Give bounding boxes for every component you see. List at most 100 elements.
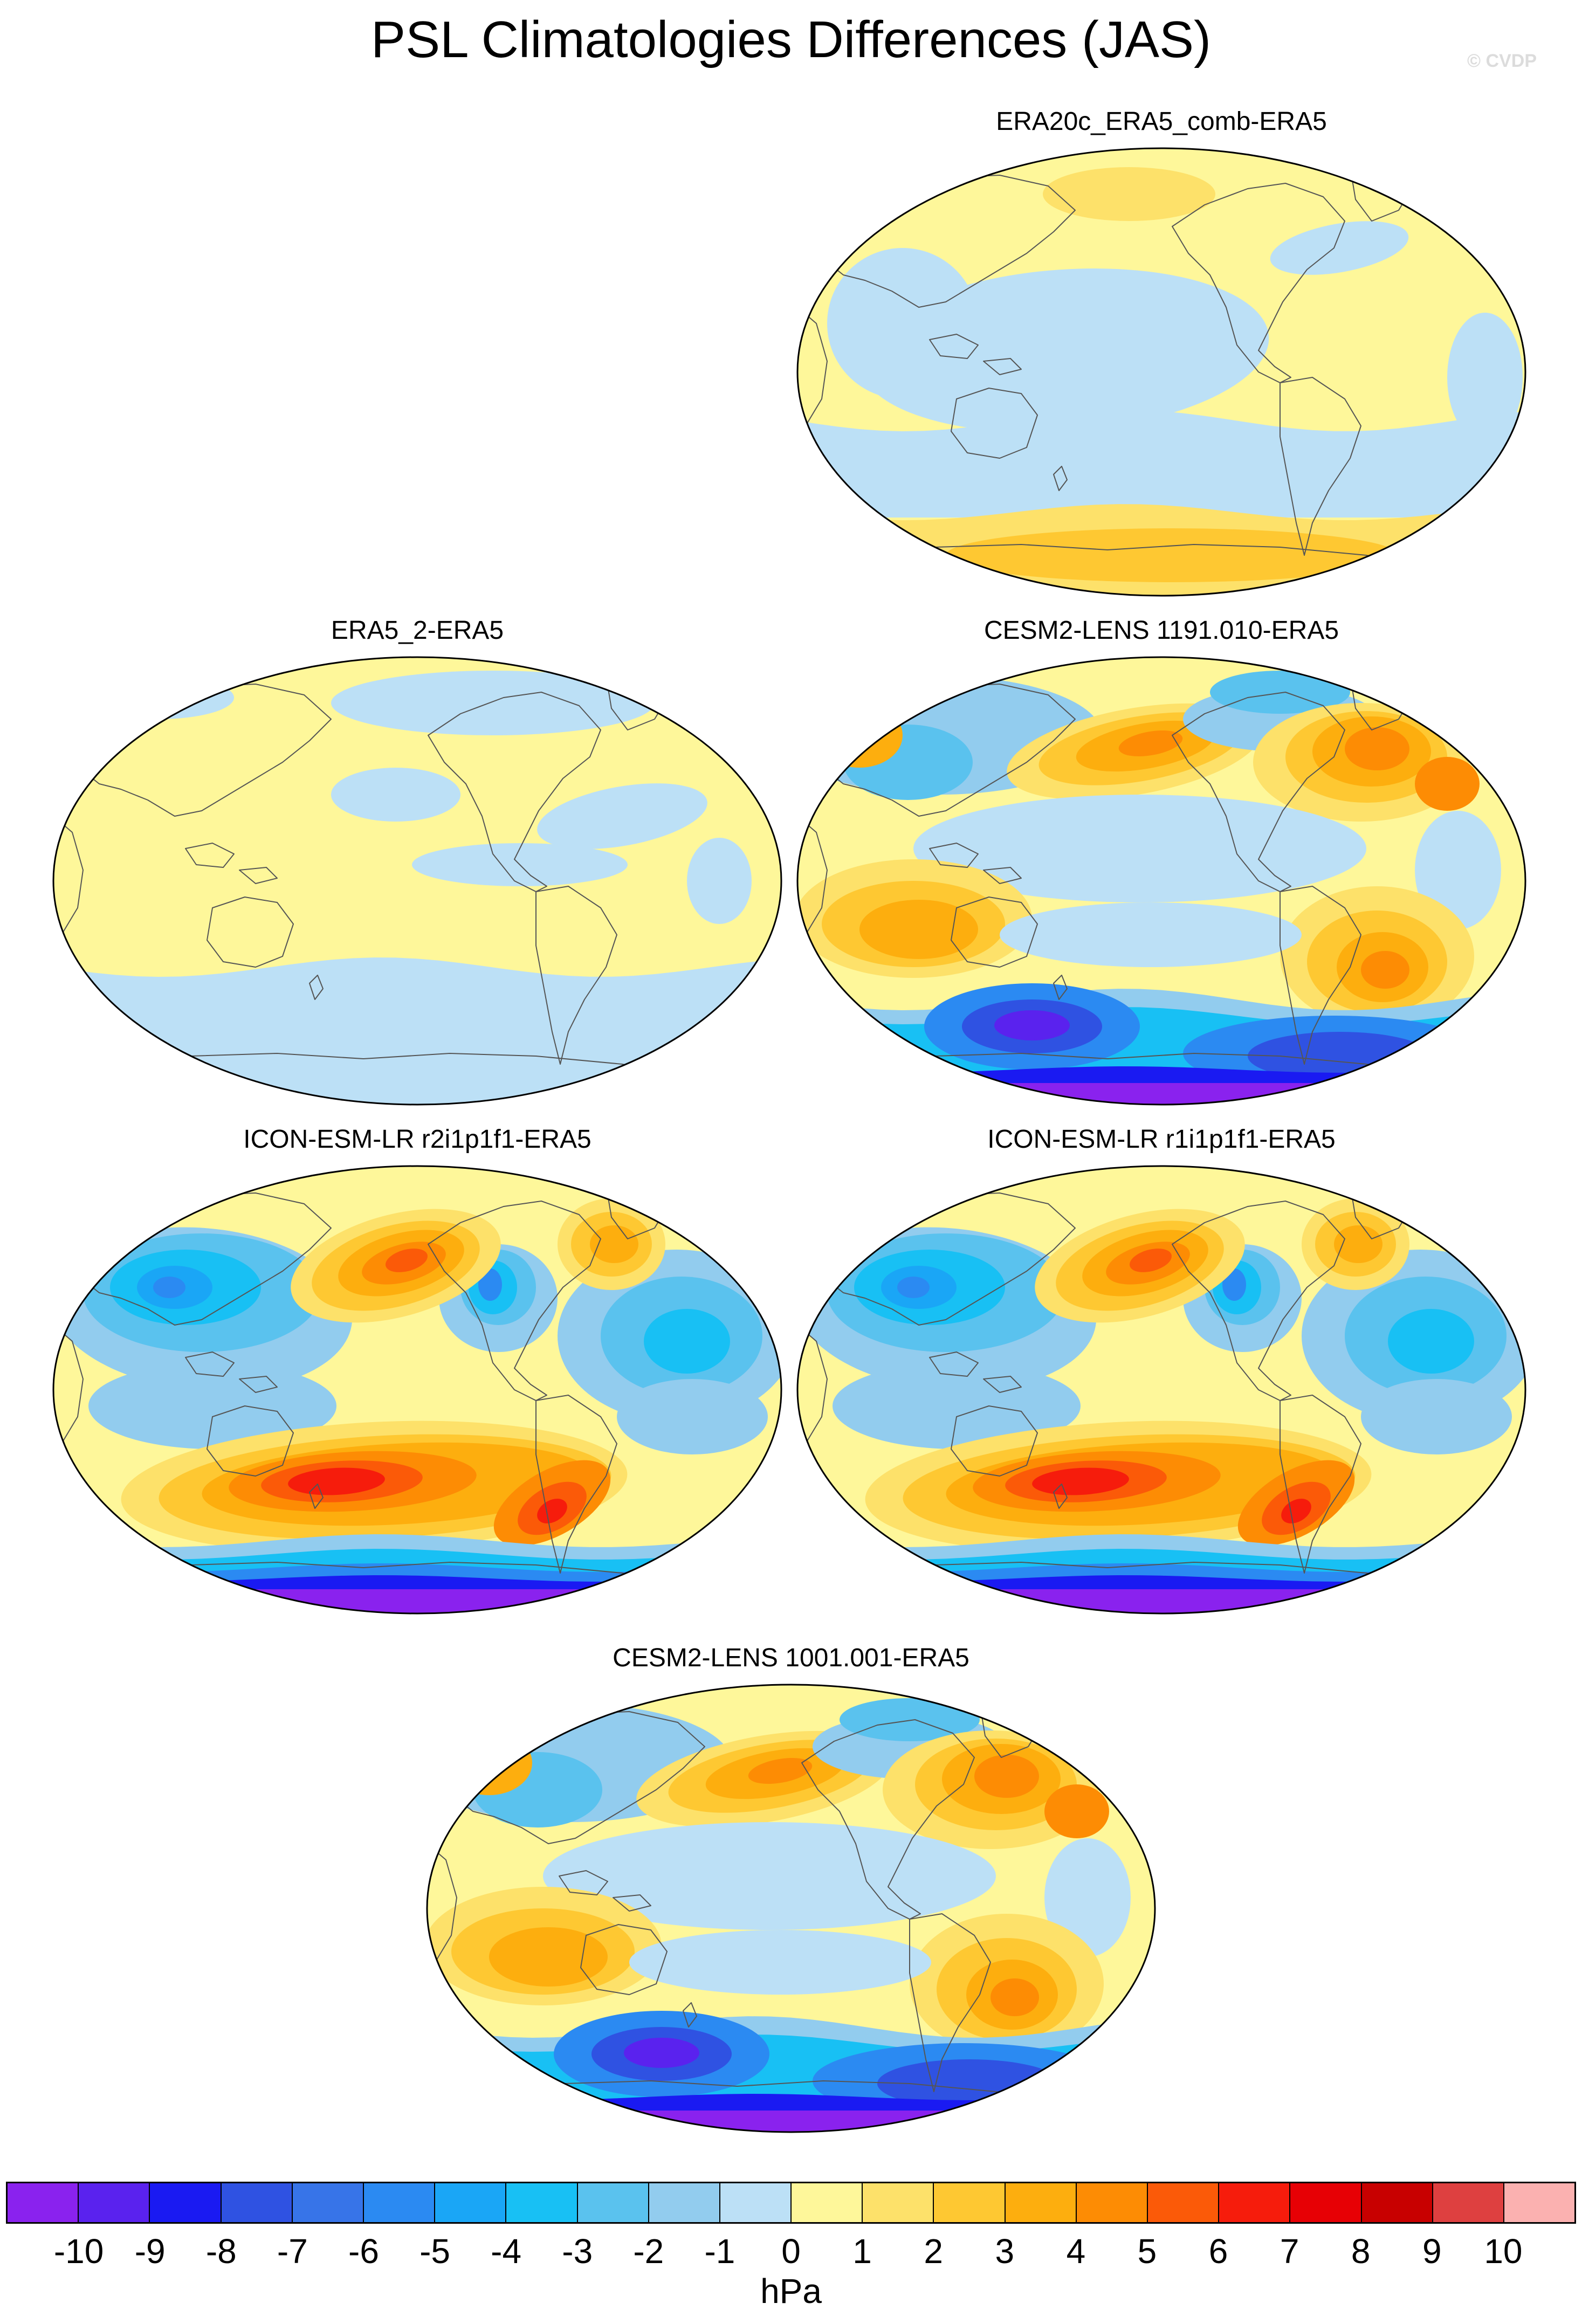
anomaly-contour [687, 838, 752, 924]
colorbar-tick-label: 2 [924, 2232, 943, 2271]
anomaly-field [797, 148, 1525, 596]
colorbar-tick-label: -4 [491, 2232, 522, 2271]
map-cesm-1001 [426, 1684, 1156, 2133]
colorbar-swatch [1433, 2183, 1504, 2222]
colorbar-swatch [435, 2183, 507, 2222]
colorbar-swatch [1361, 2183, 1433, 2222]
panel-title: CESM2-LENS 1191.010-ERA5 [983, 616, 1339, 645]
anomaly-contour [1361, 1379, 1512, 1454]
colorbar-tick-label: -7 [277, 2232, 308, 2271]
antarctica-coastline [859, 1053, 1442, 1081]
anomaly-contour [1334, 1225, 1382, 1263]
anomaly-contour [1118, 730, 1183, 757]
panel-title: ICON-ESM-LR r1i1p1f1-ERA5 [987, 1125, 1336, 1154]
anomaly-contour [1130, 1249, 1172, 1272]
map-panel-icon-r1: ICON-ESM-LR r1i1p1f1-ERA5 [795, 1123, 1528, 1625]
anomaly-contour [859, 900, 978, 959]
colorbar-swatch [1076, 2183, 1148, 2222]
colorbar-tick-label: -6 [348, 2232, 379, 2271]
colorbar-tick-label: -9 [134, 2232, 166, 2271]
colorbar-swatch [1148, 2183, 1220, 2222]
antarctica-coastline [115, 1053, 698, 1081]
australia-coastline [207, 1405, 294, 1477]
colorbar-tick-label: -2 [633, 2232, 664, 2271]
map-panel-icon-r2: ICON-ESM-LR r2i1p1f1-ERA5 [51, 1123, 784, 1625]
australia-coastline [951, 1405, 1038, 1477]
map-panel-cesm-1191: CESM2-LENS 1191.010-ERA5 [795, 615, 1528, 1116]
anomaly-band [53, 957, 781, 1105]
colorbar-swatch [79, 2183, 150, 2222]
new-zealand-coastline [683, 2002, 697, 2028]
anomaly-field [427, 1685, 1155, 2132]
colorbar-swatch [150, 2183, 222, 2222]
anomaly-contour [537, 783, 707, 849]
colorbar-unit-label: hPa [760, 2272, 822, 2311]
anomaly-contour [1222, 1268, 1246, 1301]
africa-coastline [53, 816, 84, 935]
map-panel-cesm-1001: CESM2-LENS 1001.001-ERA5 [424, 1642, 1158, 2143]
colorbar-swatch [292, 2183, 364, 2222]
maritime-continent-coastline [239, 1376, 278, 1393]
anomaly-contour [1415, 811, 1501, 929]
north-america-coastline [428, 692, 601, 892]
antarctica-coastline [489, 2080, 1072, 2108]
panel-title: ICON-ESM-LR r2i1p1f1-ERA5 [243, 1125, 591, 1154]
anomaly-contour [446, 1730, 532, 1795]
figure-title: PSL Climatologies Differences (JAS) [371, 11, 1211, 68]
maritime-continent-coastline [929, 334, 979, 359]
colorbar-swatch [363, 2183, 436, 2222]
antarctica-coastline [859, 1562, 1442, 1590]
new-zealand-coastline [1053, 975, 1068, 1000]
africa-coastline [53, 1325, 84, 1444]
map-icon-r1 [796, 1165, 1526, 1615]
australia-coastline [207, 897, 294, 968]
anomaly-contour [489, 1927, 608, 1987]
anomaly-contour [288, 1467, 385, 1495]
map-outline [796, 656, 1526, 1106]
anomaly-contour [1270, 221, 1409, 275]
anomaly-contour [331, 768, 460, 822]
colorbar-tick-label: 5 [1137, 2232, 1157, 2271]
colorbar-tick-label: 1 [852, 2232, 872, 2271]
north-america-coastline [428, 1201, 601, 1401]
map-outline [52, 1165, 782, 1615]
map-panel-era20c: ERA20c_ERA5_comb-ERA5 [795, 106, 1528, 607]
panel-title: ERA5_2-ERA5 [331, 616, 504, 645]
anomaly-contour [1415, 757, 1480, 811]
map-outline [426, 1684, 1156, 2133]
australia-coastline [951, 897, 1038, 968]
anomaly-contour [1388, 1309, 1474, 1374]
colorbar-tick-labels: -10 -9 -8 -7 -6 -5 -4 -3 -2 -1 0 1 2 3 4 5 6 7 8 9 10 [8, 2230, 1574, 2273]
south-america-coastline [1280, 886, 1361, 1065]
colorbar-swatch [1504, 2183, 1575, 2222]
anomaly-contour [644, 1309, 730, 1374]
map-outline [52, 656, 782, 1106]
map-outline [796, 147, 1526, 597]
colorbar-tick-label: 4 [1066, 2232, 1086, 2271]
maritime-continent-coastline [239, 867, 278, 884]
anomaly-contour [624, 2038, 699, 2068]
anomaly-contour [946, 528, 1399, 582]
maritime-continent-coastline [983, 1376, 1022, 1393]
anomaly-field [53, 1166, 781, 1613]
anomaly-contour [590, 1225, 638, 1263]
anomaly-contour [537, 1499, 567, 1523]
colorbar-swatch [1005, 2183, 1077, 2222]
antarctica-coastline [115, 1562, 698, 1590]
anomaly-contour [974, 1755, 1039, 1798]
colorbar-swatch [649, 2183, 720, 2222]
colorbar-tick-label: 0 [781, 2232, 801, 2271]
maritime-continent-coastline [185, 1351, 235, 1377]
maritime-continent-coastline [613, 1894, 651, 1912]
anomaly-contour [1032, 1467, 1129, 1495]
map-outline [796, 1165, 1526, 1615]
colorbar-swatch [8, 2183, 79, 2222]
maritime-continent-coastline [983, 358, 1022, 375]
colorbar-swatch [934, 2183, 1006, 2222]
anomaly-contour [1345, 727, 1409, 770]
maritime-continent-coastline [983, 867, 1022, 884]
north-america-coastline [1172, 1201, 1345, 1401]
colorbar-swatch [792, 2183, 863, 2222]
antarctica-coastline [859, 544, 1442, 572]
colorbar-tick-label: -3 [562, 2232, 593, 2271]
